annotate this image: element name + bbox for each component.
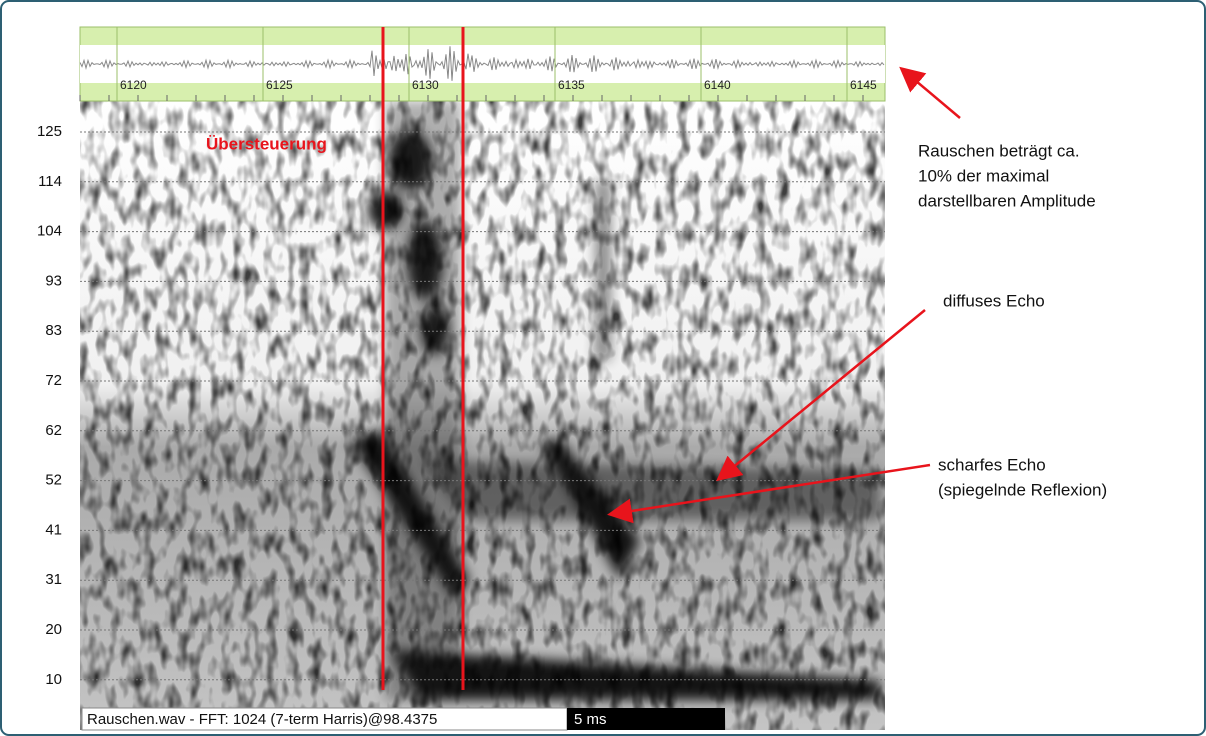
status-bar: Rauschen.wav - FFT: 1024 (7-term Harris)… (82, 708, 725, 730)
freq-tick-label: 104 (37, 223, 62, 240)
annotation-text: scharfes Echo (938, 455, 1046, 474)
annotation-text: Rauschen beträgt ca. (918, 141, 1080, 160)
freq-tick-label: 41 (45, 521, 62, 538)
annotation-text: 10% der maximal (918, 166, 1049, 185)
freq-tick-label: 20 (45, 621, 62, 638)
time-tick-label: 6145 (850, 78, 877, 92)
freq-tick-label: 10 (45, 671, 62, 688)
scale-label: 5 ms (574, 711, 607, 728)
freq-tick-label: 125 (37, 123, 62, 140)
time-tick-label: 6125 (266, 78, 293, 92)
annotation-text: darstellbaren Amplitude (918, 191, 1096, 210)
overload-label: Übersteuerung (206, 134, 327, 153)
freq-tick-label: 62 (45, 422, 62, 439)
file-info: Rauschen.wav - FFT: 1024 (7-term Harris)… (87, 711, 437, 728)
time-tick-label: 6130 (412, 78, 439, 92)
freq-tick-label: 114 (38, 173, 62, 190)
spectrogram (80, 101, 885, 730)
time-tick-label: 6140 (704, 78, 731, 92)
annotation-text: diffuses Echo (943, 291, 1045, 310)
freq-tick-label: 52 (45, 472, 62, 489)
annotation-text: (spiegelnde Reflexion) (938, 480, 1107, 499)
time-tick-label: 6135 (558, 78, 585, 92)
time-tick-label: 6120 (120, 78, 147, 92)
waveform-panel (80, 27, 885, 101)
freq-tick-label: 31 (45, 571, 62, 588)
freq-tick-label: 93 (45, 272, 62, 289)
screenshot: 125 114 104 93 83 72 62 52 41 31 20 10 6120 6125 6130… (0, 0, 1206, 736)
freq-tick-label: 83 (45, 322, 62, 339)
freq-tick-label: 72 (45, 372, 62, 389)
